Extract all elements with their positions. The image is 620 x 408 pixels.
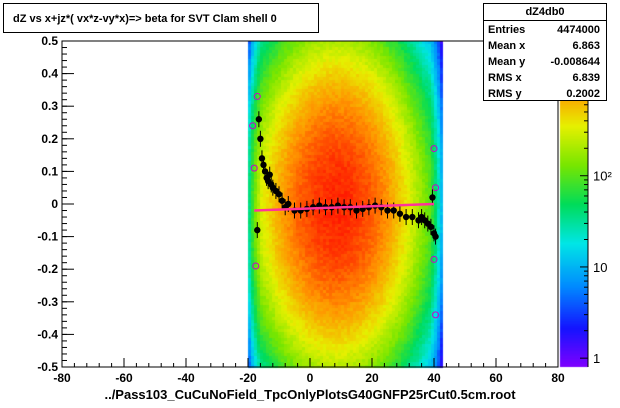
fit-line: [254, 202, 435, 212]
stats-row: Mean y -0.008644: [488, 54, 600, 70]
y-tick-label: -0.2: [37, 262, 58, 276]
outlier-point: [432, 311, 440, 319]
z-tick-label: 1: [593, 351, 600, 366]
x-tick-label: -40: [177, 371, 195, 385]
y-tick-label: -0.1: [37, 230, 58, 244]
profile-point: [402, 213, 410, 221]
outlier-point: [430, 255, 438, 263]
stats-row: RMS x 6.839: [488, 70, 600, 86]
stats-name: dZ4db0: [484, 4, 606, 21]
profile-point: [260, 161, 267, 169]
y-tick-label: 0.1: [41, 164, 58, 178]
outlier-point: [249, 122, 257, 130]
profile-point: [396, 210, 404, 217]
profile-point: [254, 226, 261, 234]
x-tick-label: 20: [365, 371, 379, 385]
profile-point: [432, 233, 439, 240]
y-tick-label: -0.4: [37, 327, 58, 341]
stats-row: Entries 4474000: [488, 22, 600, 38]
stats-label: RMS y: [488, 88, 522, 100]
y-tick-label: -0.5: [37, 360, 58, 374]
x-tick-label: -80: [53, 371, 71, 385]
stats-label: Mean x: [488, 40, 526, 52]
y-tick-label: 0: [51, 197, 58, 211]
profile-point: [255, 116, 263, 123]
x-tick-label: 40: [427, 371, 441, 385]
z-tick-label: 10²: [593, 169, 612, 184]
outlier-point: [252, 262, 260, 270]
y-tick-label: 0.4: [41, 67, 58, 81]
x-tick-label: -20: [239, 371, 257, 385]
x-tick-label: -60: [115, 371, 133, 385]
profile-point: [278, 197, 286, 204]
stats-label: RMS x: [488, 72, 522, 84]
outlier-point: [253, 92, 261, 100]
z-tick-label: 10: [593, 260, 607, 275]
x-tick-label: 60: [489, 371, 503, 385]
profile-point: [429, 194, 436, 201]
y-tick-label: 0.5: [41, 34, 58, 48]
profile-point: [427, 223, 435, 231]
outlier-point: [430, 145, 438, 153]
y-tick-label: -0.3: [37, 295, 58, 309]
profile-point: [275, 191, 283, 198]
stats-label: Mean y: [488, 56, 526, 68]
x-tick-label: 80: [551, 371, 565, 385]
y-tick-label: 0.3: [41, 99, 58, 113]
outlier-point: [432, 184, 440, 192]
chart-title: dZ vs x+jz*( vx*z-vy*x)=> beta for SVT C…: [13, 13, 277, 25]
stats-label: Entries: [488, 24, 526, 36]
profile-point: [258, 155, 266, 162]
profile-point: [409, 213, 416, 221]
stats-value: 0.2002: [566, 88, 600, 100]
profile-point: [285, 200, 292, 208]
profile-point: [353, 207, 360, 214]
chart-title-box: dZ vs x+jz*( vx*z-vy*x)=> beta for SVT C…: [3, 3, 319, 33]
stats-box: dZ4db0 Entries 4474000 Mean x 6.863 Mean…: [483, 3, 607, 101]
x-tick-label: 0: [307, 371, 314, 385]
profile-point: [266, 171, 273, 178]
profile-point: [390, 207, 397, 214]
stats-value: 6.839: [572, 72, 600, 84]
profile-point: [384, 207, 391, 214]
profile-point: [257, 135, 264, 142]
x-axis-label: ../Pass103_CuCuNoField_TpcOnlyPlotsG40GN…: [104, 387, 516, 402]
outlier-point: [250, 164, 258, 172]
stats-value: 6.863: [572, 40, 600, 52]
stats-row: Mean x 6.863: [488, 38, 600, 54]
stats-value: 4474000: [557, 24, 600, 36]
stats-value: -0.008644: [550, 56, 600, 68]
stats-row: RMS y 0.2002: [488, 86, 600, 102]
y-tick-label: 0.2: [41, 132, 58, 146]
